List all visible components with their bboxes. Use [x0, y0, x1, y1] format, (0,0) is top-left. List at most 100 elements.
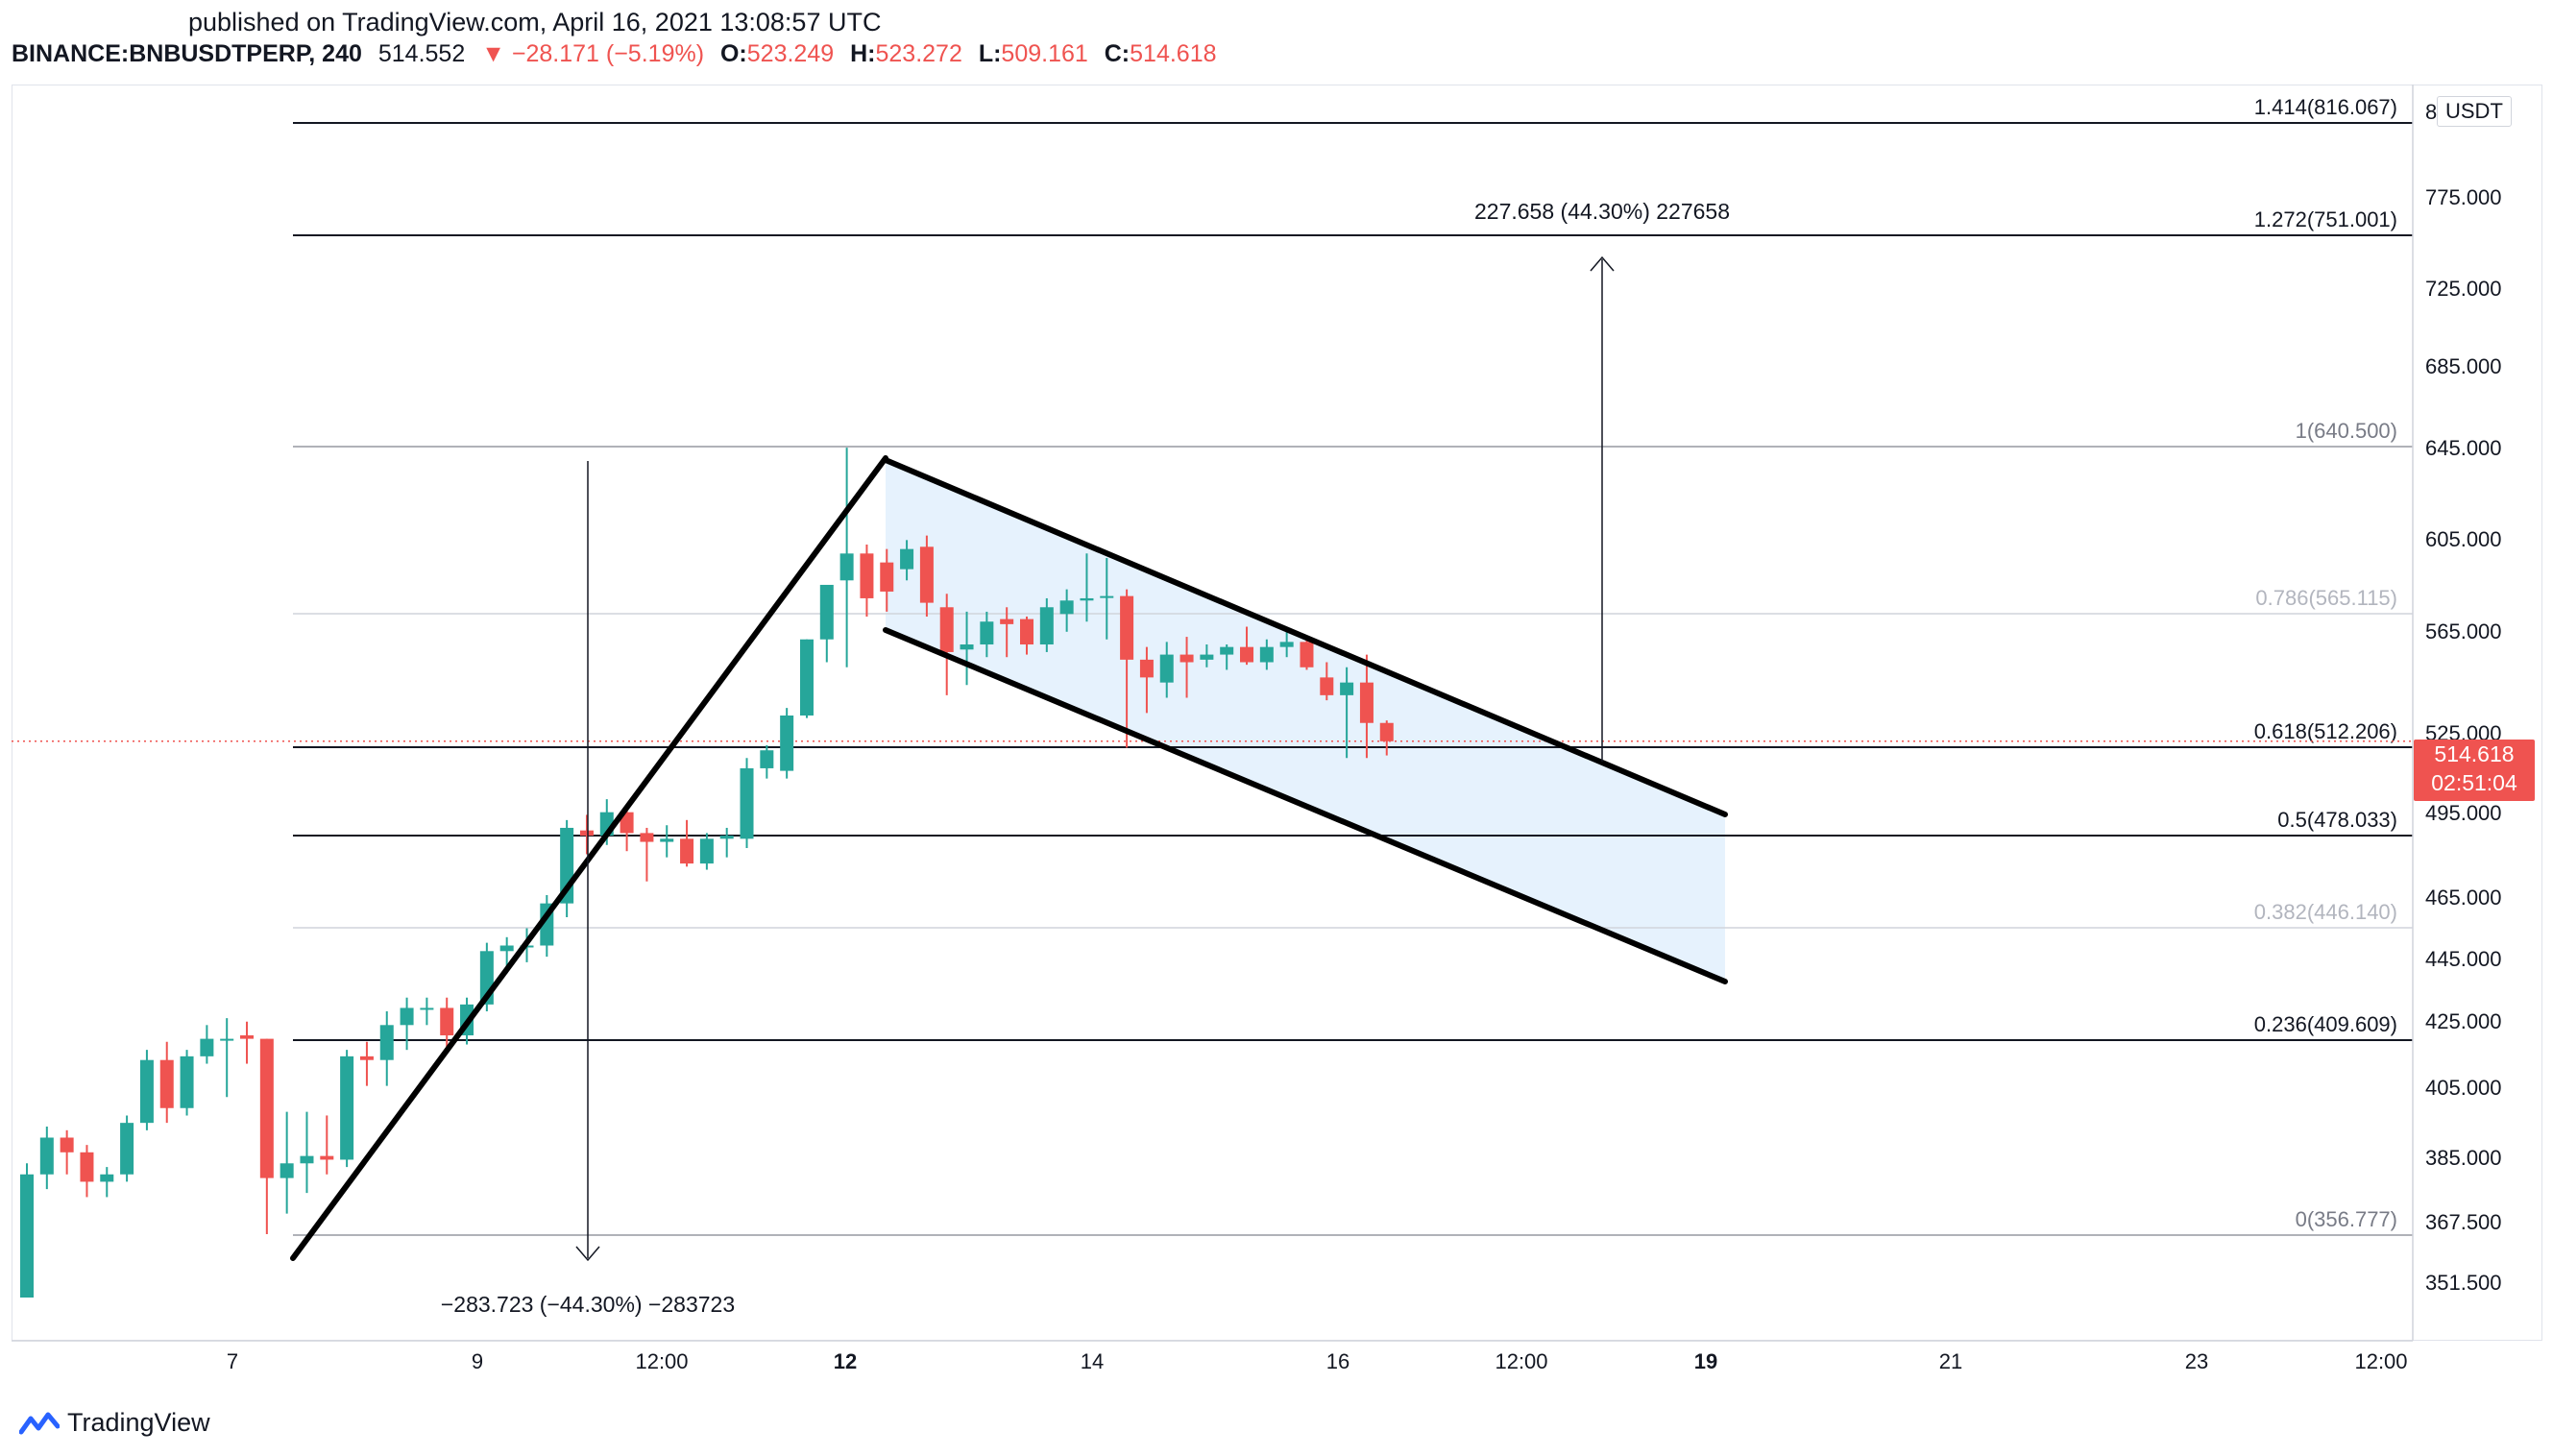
price-tick-8: 495.000 — [2425, 801, 2502, 825]
close-value: 514.618 — [1130, 40, 1217, 67]
candle-body-31 — [640, 833, 654, 842]
candle-body-6 — [139, 1059, 154, 1124]
high-value: 523.272 — [875, 40, 962, 67]
candle-body-9 — [200, 1038, 214, 1056]
candle-body-53 — [1080, 597, 1094, 601]
published-note: published on TradingView.com, April 16, … — [188, 8, 882, 36]
candle-body-44 — [900, 548, 914, 570]
candle-body-17 — [359, 1056, 374, 1060]
candle-body-58 — [1179, 654, 1194, 663]
time-tick-2: 12:00 — [635, 1349, 688, 1373]
candle-body-68 — [1379, 722, 1394, 741]
candle-body-7 — [159, 1059, 174, 1108]
candle-body-34 — [699, 838, 714, 864]
measure-down-arrow-head — [575, 1246, 600, 1262]
candle-body-66 — [1340, 682, 1354, 695]
candle-body-51 — [1039, 607, 1054, 645]
time-tick-8: 21 — [1939, 1349, 1962, 1373]
candle-body-10 — [220, 1038, 234, 1041]
candle-body-65 — [1320, 677, 1334, 695]
candle-body-54 — [1100, 595, 1114, 598]
price-tick-9: 465.000 — [2425, 886, 2502, 910]
fib-label-1: 1.272(751.001) — [2254, 207, 2397, 231]
flag-channel-fill — [886, 460, 1725, 982]
price-tick-3: 685.000 — [2425, 354, 2502, 378]
price-tick-15: 351.500 — [2425, 1271, 2502, 1295]
price-tick-6: 565.000 — [2425, 619, 2502, 643]
fib-label-4: 0.618(512.206) — [2254, 719, 2397, 743]
candle-body-52 — [1059, 600, 1074, 615]
symbol-legend: BINANCE:BNBUSDTPERP, 240 514.552 ▼ −28.1… — [12, 40, 1217, 68]
candle-body-2 — [60, 1137, 74, 1153]
candle-body-36 — [740, 767, 754, 839]
candle-body-33 — [680, 838, 694, 864]
currency-unit-button[interactable]: USDT — [2437, 96, 2512, 127]
price-tick-0: 8 — [2425, 100, 2437, 124]
price-tick-2: 725.000 — [2425, 277, 2502, 301]
flagpole-line — [290, 455, 888, 1261]
price-tick-10: 445.000 — [2425, 947, 2502, 971]
fib-label-8: 0(356.777) — [2296, 1207, 2397, 1231]
time-tick-3: 12 — [834, 1349, 857, 1373]
candle-body-46 — [939, 607, 954, 652]
candle-body-42 — [860, 553, 874, 598]
fib-label-3: 0.786(565.115) — [2255, 586, 2397, 610]
tradingview-logo-text: TradingView — [67, 1408, 210, 1437]
candle-body-11 — [240, 1035, 255, 1039]
candle-body-32 — [660, 838, 674, 842]
fib-label-2: 1(640.500) — [2296, 419, 2397, 443]
price-tick-5: 605.000 — [2425, 527, 2502, 551]
fib-label-0: 1.414(816.067) — [2254, 95, 2397, 119]
measure-bottom-label: −283.723 (−44.30%) −283723 — [441, 1292, 735, 1317]
candle-body-19 — [400, 1007, 414, 1026]
candles — [20, 448, 1394, 1298]
last-price: 514.552 — [377, 40, 466, 67]
candle-body-41 — [839, 553, 854, 581]
open-value: 523.249 — [746, 40, 835, 67]
candle-body-8 — [180, 1056, 194, 1108]
price-tick-12: 405.000 — [2425, 1076, 2502, 1100]
candle-body-3 — [80, 1152, 94, 1182]
candle-body-55 — [1120, 595, 1134, 660]
high-label: H: — [850, 40, 876, 67]
price-change: ▼ −28.171 (−5.19%) — [481, 40, 705, 67]
candle-body-48 — [980, 621, 994, 645]
candle-body-35 — [719, 836, 734, 839]
candle-body-56 — [1139, 659, 1154, 678]
tradingview-logo-icon — [19, 1412, 60, 1434]
candle-body-39 — [799, 639, 814, 716]
candle-body-49 — [1000, 619, 1014, 624]
time-tick-6: 12:00 — [1495, 1349, 1547, 1373]
candle-body-37 — [760, 750, 774, 768]
candle-body-61 — [1240, 646, 1254, 663]
fib-label-7: 0.236(409.609) — [2254, 1012, 2397, 1036]
candle-body-47 — [960, 644, 974, 650]
symbol-name[interactable]: BINANCE:BNBUSDTPERP, 240 — [12, 40, 362, 67]
tradingview-logo[interactable]: TradingView — [19, 1408, 210, 1438]
bar-countdown: 02:51:04 — [2431, 770, 2517, 795]
candle-body-18 — [379, 1025, 394, 1060]
candle-body-15 — [320, 1155, 334, 1160]
candle-body-45 — [919, 546, 934, 603]
price-tick-11: 425.000 — [2425, 1009, 2502, 1033]
open-label: O: — [719, 40, 747, 67]
candle-body-24 — [499, 945, 514, 952]
price-tick-1: 775.000 — [2425, 185, 2502, 209]
flag-lower-border — [883, 627, 1728, 984]
time-tick-7: 19 — [1694, 1349, 1717, 1373]
candle-body-4 — [100, 1174, 114, 1182]
time-tick-5: 16 — [1326, 1349, 1349, 1373]
current-price-value: 514.618 — [2434, 741, 2515, 766]
candle-body-5 — [120, 1123, 134, 1175]
time-tick-4: 14 — [1081, 1349, 1104, 1373]
price-tick-14: 367.500 — [2425, 1210, 2502, 1234]
candle-body-14 — [300, 1155, 314, 1164]
price-tick-4: 645.000 — [2425, 436, 2502, 460]
price-tick-13: 385.000 — [2425, 1146, 2502, 1170]
candle-body-12 — [259, 1038, 274, 1178]
candle-body-40 — [819, 584, 834, 640]
candle-body-67 — [1359, 682, 1374, 723]
axes: 8 775.000 725.000 685.000 645.000 605.000 565.… — [12, 85, 2502, 1373]
candle-body-57 — [1159, 654, 1174, 683]
